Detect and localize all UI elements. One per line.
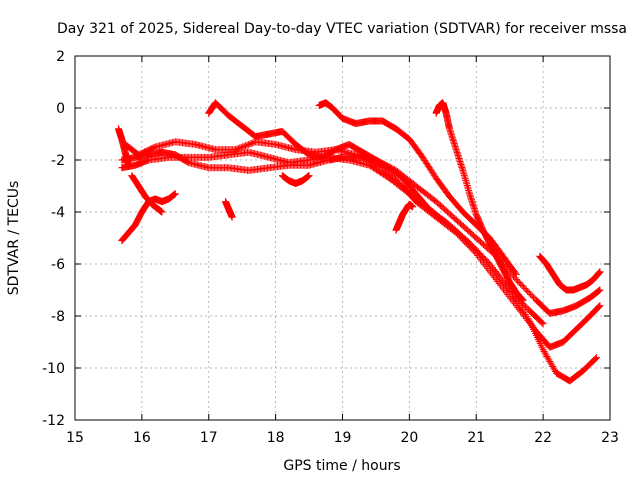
x-tick-label: 19 — [334, 430, 352, 446]
series-arc-9 — [221, 198, 236, 221]
data-point — [470, 244, 478, 252]
data-point — [125, 161, 132, 169]
x-tick-labels: 15 16 17 18 19 20 21 22 23 — [66, 430, 619, 446]
y-tick-label: -12 — [42, 413, 65, 429]
data-point — [158, 208, 166, 216]
data-point — [481, 256, 489, 264]
data-point — [515, 279, 523, 287]
data-point — [466, 239, 474, 247]
data-point — [595, 303, 603, 311]
data-point — [595, 287, 603, 295]
data-point — [247, 139, 255, 147]
data-point — [232, 146, 239, 154]
data-point — [476, 250, 484, 258]
data-point — [525, 289, 533, 297]
data-point — [527, 290, 535, 298]
data-point — [520, 301, 528, 309]
y-tick-label: -2 — [51, 153, 65, 169]
data-point — [520, 283, 528, 291]
data-point — [237, 143, 245, 151]
data-point — [171, 190, 179, 198]
data-point — [596, 302, 604, 310]
data-point — [517, 280, 525, 288]
data-point — [244, 141, 252, 149]
series-arc-12 — [114, 125, 132, 169]
series-arc-13 — [278, 172, 313, 187]
data-point — [468, 242, 476, 250]
data-point — [539, 320, 547, 328]
data-point — [512, 270, 520, 278]
data-point — [243, 141, 251, 149]
series-arc-10 — [392, 200, 417, 234]
data-point — [593, 354, 601, 362]
data-point — [511, 269, 519, 277]
data-point — [519, 296, 527, 304]
x-tick-label: 15 — [66, 430, 84, 446]
data-point — [233, 145, 241, 153]
x-tick-label: 21 — [467, 430, 485, 446]
data-point — [480, 254, 488, 262]
series-arc-11 — [536, 252, 604, 294]
series-arc-2 — [118, 148, 601, 385]
y-tick-label: 0 — [56, 101, 65, 117]
data-point — [518, 282, 526, 290]
data-point — [523, 304, 531, 312]
chart-title: Day 321 of 2025, Sidereal Day-to-day VTE… — [57, 21, 627, 37]
data-point — [524, 287, 532, 295]
data-point — [228, 213, 236, 221]
data-point — [467, 241, 475, 249]
x-tick-label: 18 — [267, 430, 285, 446]
grid-layer — [75, 56, 610, 420]
series-arc-6 — [432, 99, 527, 304]
y-axis-label: SDTVAR / TECUs — [6, 181, 22, 296]
data-point — [246, 140, 254, 148]
y-tick-labels: 2 0 -2 -4 -6 -8 -10 -12 — [42, 49, 65, 429]
data-point — [234, 144, 242, 152]
series-arc-8 — [128, 172, 166, 216]
data-point — [521, 302, 529, 310]
y-tick-label: -4 — [51, 205, 65, 221]
data-point — [514, 277, 522, 285]
ticks-layer — [74, 55, 611, 421]
data-point — [595, 302, 603, 310]
points-layer — [114, 99, 604, 385]
data-point — [239, 143, 247, 151]
y-tick-label: -6 — [51, 257, 65, 273]
y-tick-label: -10 — [42, 361, 65, 377]
data-point — [409, 203, 417, 211]
x-tick-label: 20 — [400, 430, 418, 446]
data-point — [521, 285, 529, 293]
series-arc-4 — [205, 99, 547, 328]
series-arc-3 — [121, 138, 604, 317]
data-point — [236, 144, 244, 152]
data-point — [305, 172, 313, 180]
data-point — [473, 247, 481, 255]
data-point — [249, 139, 257, 147]
data-point — [528, 292, 536, 300]
data-point — [483, 257, 491, 265]
data-point — [538, 319, 546, 327]
data-point — [474, 248, 482, 256]
data-point — [484, 259, 492, 267]
x-tick-label: 22 — [534, 430, 552, 446]
data-point — [522, 286, 530, 294]
x-tick-label: 17 — [200, 430, 218, 446]
data-point — [592, 355, 600, 363]
data-point — [595, 287, 603, 295]
y-tick-label: 2 — [56, 49, 65, 65]
y-tick-label: -8 — [51, 309, 65, 325]
data-point — [530, 293, 538, 301]
data-point — [477, 251, 485, 259]
x-tick-label: 16 — [133, 430, 151, 446]
data-point — [596, 268, 604, 276]
data-point — [596, 286, 604, 294]
x-tick-label: 23 — [601, 430, 619, 446]
data-point — [242, 142, 250, 150]
data-point — [478, 253, 486, 261]
data-point — [240, 142, 248, 150]
data-point — [471, 245, 479, 253]
x-axis-label: GPS time / hours — [283, 458, 400, 474]
